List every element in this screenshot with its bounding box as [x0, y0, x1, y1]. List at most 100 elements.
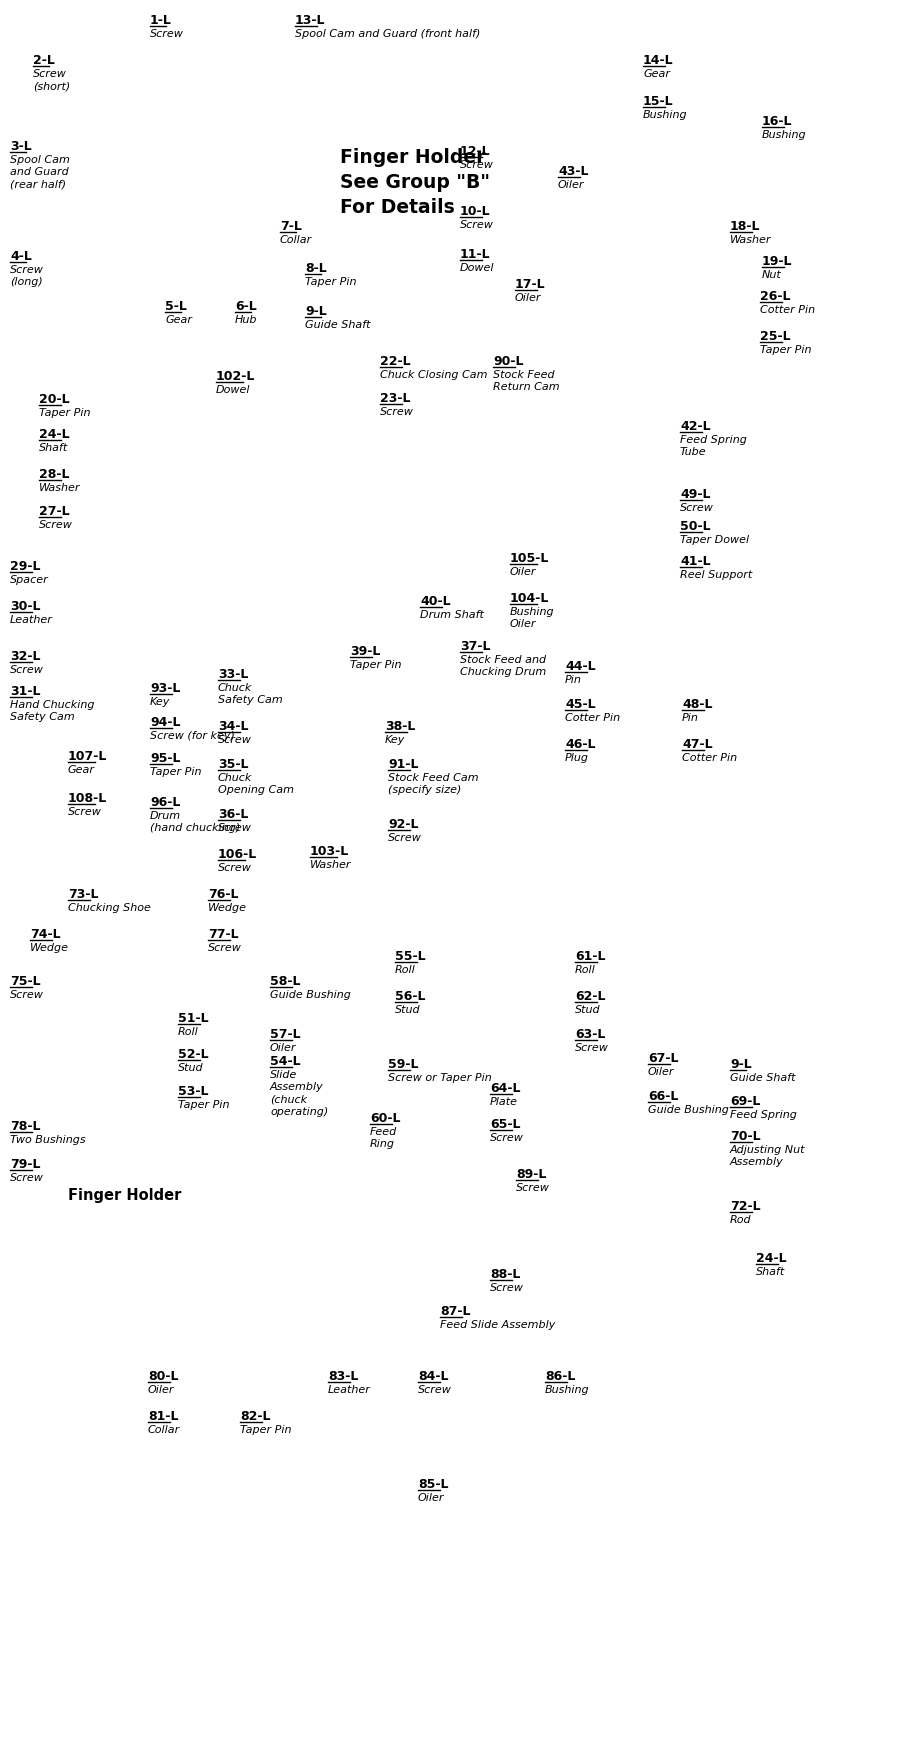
Text: Wedge: Wedge: [30, 944, 69, 952]
Text: Cotter Pin: Cotter Pin: [565, 712, 620, 723]
Text: Roll: Roll: [575, 965, 596, 975]
Text: 17-L: 17-L: [515, 277, 545, 291]
Text: 31-L: 31-L: [10, 686, 40, 698]
Text: Shaft: Shaft: [756, 1266, 785, 1277]
Text: Screw: Screw: [10, 1173, 44, 1182]
Text: Rod: Rod: [730, 1216, 752, 1224]
Text: 3-L: 3-L: [10, 140, 32, 153]
Text: Screw: Screw: [218, 863, 252, 873]
Text: Guide Bushing: Guide Bushing: [648, 1105, 729, 1116]
Text: 62-L: 62-L: [575, 989, 606, 1003]
Text: Ring: Ring: [370, 1140, 395, 1149]
Text: 46-L: 46-L: [565, 738, 596, 751]
Text: Screw: Screw: [208, 944, 242, 952]
Text: 103-L: 103-L: [310, 845, 349, 858]
Text: Taper Dowel: Taper Dowel: [680, 535, 749, 545]
Text: Screw: Screw: [680, 503, 714, 512]
Text: 89-L: 89-L: [516, 1168, 546, 1180]
Text: Leather: Leather: [10, 616, 53, 624]
Text: Bushing: Bushing: [510, 607, 554, 617]
Text: Leather: Leather: [328, 1386, 371, 1394]
Text: 105-L: 105-L: [510, 553, 549, 565]
Text: Finger Holder
See Group "B"
For Details: Finger Holder See Group "B" For Details: [340, 147, 490, 217]
Text: 87-L: 87-L: [440, 1305, 471, 1317]
Text: 4-L: 4-L: [10, 251, 32, 263]
Text: Screw: Screw: [460, 219, 494, 230]
Text: Screw (for key): Screw (for key): [150, 731, 235, 740]
Text: Nut: Nut: [762, 270, 782, 281]
Text: 49-L: 49-L: [680, 488, 710, 502]
Text: 67-L: 67-L: [648, 1052, 679, 1065]
Text: Screw: Screw: [150, 28, 184, 39]
Text: Guide Bushing: Guide Bushing: [270, 989, 351, 1000]
Text: Roll: Roll: [395, 965, 416, 975]
Text: 26-L: 26-L: [760, 289, 790, 303]
Text: Slide: Slide: [270, 1070, 297, 1080]
Text: (long): (long): [10, 277, 43, 288]
Text: Safety Cam: Safety Cam: [218, 695, 283, 705]
Text: 75-L: 75-L: [10, 975, 40, 988]
Text: Chucking Shoe: Chucking Shoe: [68, 903, 151, 912]
Text: (hand chucking): (hand chucking): [150, 823, 240, 833]
Text: Chuck Closing Cam: Chuck Closing Cam: [380, 370, 488, 381]
Text: 57-L: 57-L: [270, 1028, 301, 1042]
Text: Stock Feed: Stock Feed: [493, 370, 554, 381]
Text: Feed Spring: Feed Spring: [680, 435, 747, 446]
Text: 88-L: 88-L: [490, 1268, 520, 1280]
Text: 11-L: 11-L: [460, 247, 491, 261]
Text: 45-L: 45-L: [565, 698, 596, 710]
Text: Dowel: Dowel: [460, 263, 494, 274]
Text: Key: Key: [385, 735, 405, 745]
Text: 9-L: 9-L: [305, 305, 327, 317]
Text: Washer: Washer: [310, 859, 352, 870]
Text: Taper Pin: Taper Pin: [240, 1424, 292, 1435]
Text: Opening Cam: Opening Cam: [218, 786, 294, 795]
Text: 36-L: 36-L: [218, 809, 248, 821]
Text: (short): (short): [33, 81, 70, 91]
Text: Adjusting Nut: Adjusting Nut: [730, 1145, 806, 1154]
Text: Collar: Collar: [280, 235, 312, 246]
Text: and Guard: and Guard: [10, 167, 68, 177]
Text: Bushing: Bushing: [643, 111, 688, 119]
Text: 20-L: 20-L: [39, 393, 69, 405]
Text: (specify size): (specify size): [388, 786, 462, 795]
Text: 37-L: 37-L: [460, 640, 491, 652]
Text: Screw: Screw: [39, 519, 73, 530]
Text: 90-L: 90-L: [493, 354, 524, 368]
Text: 50-L: 50-L: [680, 519, 711, 533]
Text: 95-L: 95-L: [150, 752, 181, 765]
Text: Assembly: Assembly: [730, 1158, 784, 1166]
Text: Oiler: Oiler: [148, 1386, 175, 1394]
Text: 72-L: 72-L: [730, 1200, 760, 1214]
Text: 107-L: 107-L: [68, 751, 107, 763]
Text: 94-L: 94-L: [150, 716, 181, 730]
Text: 39-L: 39-L: [350, 645, 381, 658]
Text: Oiler: Oiler: [558, 181, 584, 189]
Text: Roll: Roll: [178, 1026, 199, 1037]
Text: Feed Spring: Feed Spring: [730, 1110, 796, 1119]
Text: Screw: Screw: [10, 265, 44, 275]
Text: 63-L: 63-L: [575, 1028, 606, 1042]
Text: 13-L: 13-L: [295, 14, 326, 26]
Text: 91-L: 91-L: [388, 758, 418, 772]
Text: 10-L: 10-L: [460, 205, 491, 217]
Text: 51-L: 51-L: [178, 1012, 209, 1024]
Text: 81-L: 81-L: [148, 1410, 178, 1422]
Text: 82-L: 82-L: [240, 1410, 271, 1422]
Text: 2-L: 2-L: [33, 54, 55, 67]
Text: Safety Cam: Safety Cam: [10, 712, 75, 723]
Text: Bushing: Bushing: [762, 130, 806, 140]
Text: Screw: Screw: [460, 160, 494, 170]
Text: 66-L: 66-L: [648, 1089, 679, 1103]
Text: Taper Pin: Taper Pin: [178, 1100, 230, 1110]
Text: 106-L: 106-L: [218, 847, 257, 861]
Text: 78-L: 78-L: [10, 1121, 40, 1133]
Text: Assembly: Assembly: [270, 1082, 324, 1093]
Text: Oiler: Oiler: [510, 619, 536, 630]
Text: Washer: Washer: [39, 482, 80, 493]
Text: 42-L: 42-L: [680, 419, 711, 433]
Text: 47-L: 47-L: [682, 738, 713, 751]
Text: 22-L: 22-L: [380, 354, 410, 368]
Text: (chuck: (chuck: [270, 1094, 307, 1105]
Text: Taper Pin: Taper Pin: [39, 409, 91, 417]
